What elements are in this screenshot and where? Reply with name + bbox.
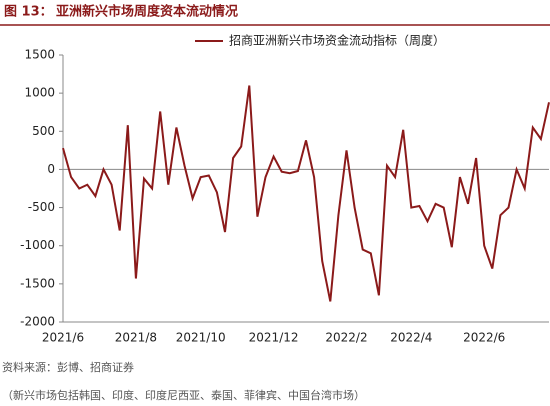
note: （新兴市场包括韩国、印度、印度尼西亚、泰国、菲律宾、中国台湾市场） xyxy=(2,388,365,402)
series-line xyxy=(62,85,550,302)
x-tick-label: 2022/2 xyxy=(325,331,367,345)
y-tick-label: -500 xyxy=(28,200,55,214)
figure-label: 图 13： xyxy=(4,5,53,20)
x-tick-label: 2021/6 xyxy=(42,331,84,345)
y-tick-label: -1000 xyxy=(20,238,55,252)
source: 资料来源：彭博、招商证券 xyxy=(2,360,134,374)
y-tick-label: 500 xyxy=(32,124,55,138)
x-tick-label: 2022/6 xyxy=(463,331,505,345)
y-tick-label: 1500 xyxy=(24,48,55,62)
chart-title: 亚洲新兴市场周度资本流动情况 xyxy=(56,4,238,20)
x-tick-label: 2021/10 xyxy=(176,331,226,345)
y-tick-label: -1500 xyxy=(20,276,55,290)
x-tick-label: 2021/8 xyxy=(115,331,157,345)
y-tick-label: 1000 xyxy=(24,86,55,100)
y-tick-label: -2000 xyxy=(20,315,55,329)
x-tick-label: 2021/12 xyxy=(249,331,299,345)
legend-label: 招商亚洲新兴市场资金流动指标（周度） xyxy=(229,33,445,48)
y-tick-label: 0 xyxy=(47,162,55,176)
x-tick-label: 2022/4 xyxy=(390,331,432,345)
